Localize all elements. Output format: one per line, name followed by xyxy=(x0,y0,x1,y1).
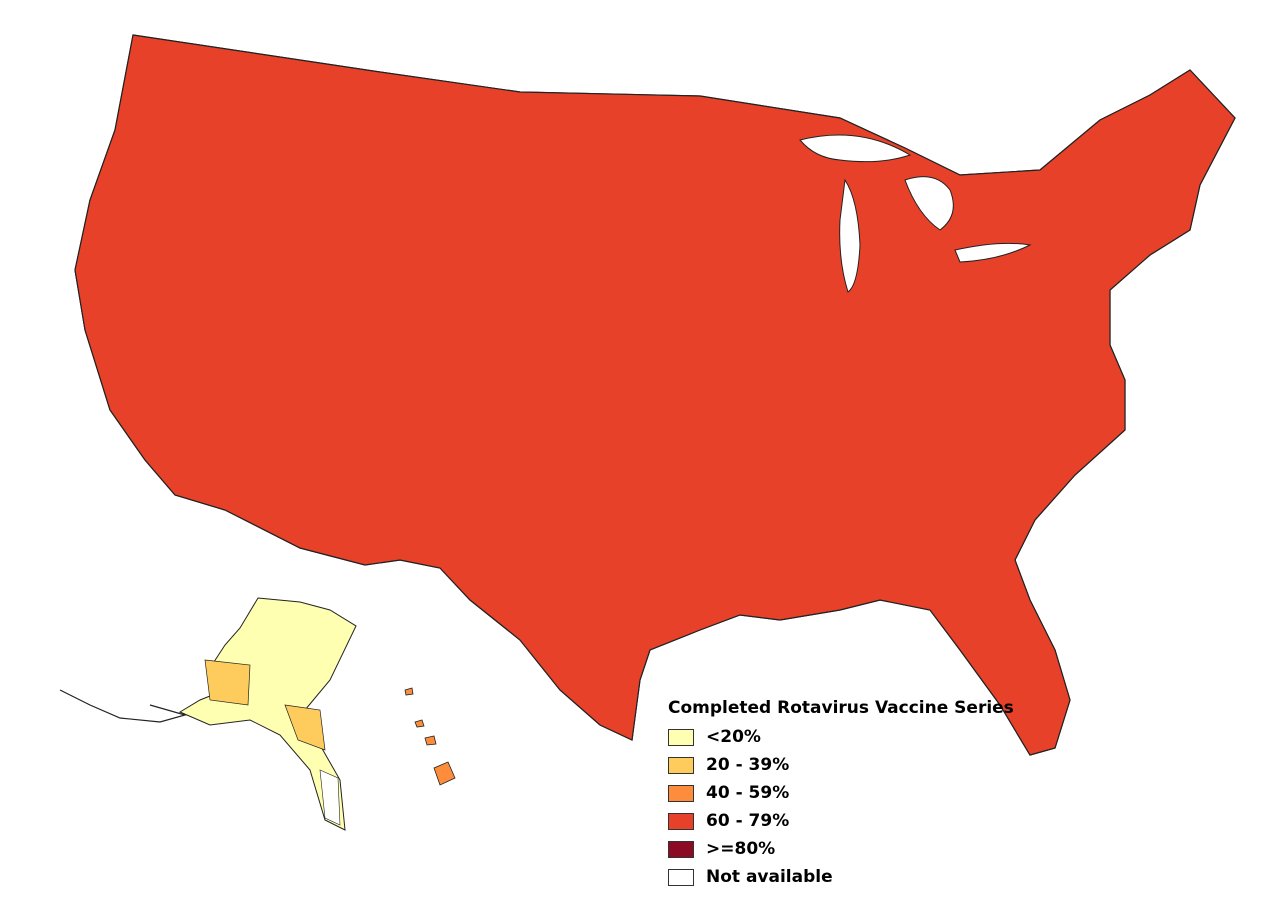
legend-label: Not available xyxy=(706,867,833,887)
legend-item-gte80: >=80% xyxy=(668,835,1028,863)
legend-title: Completed Rotavirus Vaccine Series xyxy=(668,698,1014,718)
legend-label: <20% xyxy=(706,727,761,747)
legend-item-na: Not available xyxy=(668,863,1028,891)
legend-swatch xyxy=(668,784,694,802)
legend-swatch xyxy=(668,868,694,886)
legend-items: <20% 20 - 39% 40 - 59% 60 - 79% >=80% Not ava… xyxy=(668,723,1028,891)
legend-item-40-59: 40 - 59% xyxy=(668,779,1028,807)
legend-swatch xyxy=(668,812,694,830)
legend-label: 60 - 79% xyxy=(706,811,790,831)
legend-swatch xyxy=(668,840,694,858)
hawaii-shape xyxy=(404,687,456,786)
legend: Completed Rotavirus Vaccine Series <20% 2… xyxy=(668,697,1028,891)
legend-swatch xyxy=(668,756,694,774)
legend-item-60-79: 60 - 79% xyxy=(668,807,1028,835)
legend-label: >=80% xyxy=(706,839,776,859)
legend-item-lt20: <20% xyxy=(668,723,1028,751)
great-lakes xyxy=(799,134,1032,293)
legend-label: 40 - 59% xyxy=(706,783,790,803)
legend-label: 20 - 39% xyxy=(706,755,790,775)
legend-item-20-39: 20 - 39% xyxy=(668,751,1028,779)
legend-swatch xyxy=(668,728,694,746)
